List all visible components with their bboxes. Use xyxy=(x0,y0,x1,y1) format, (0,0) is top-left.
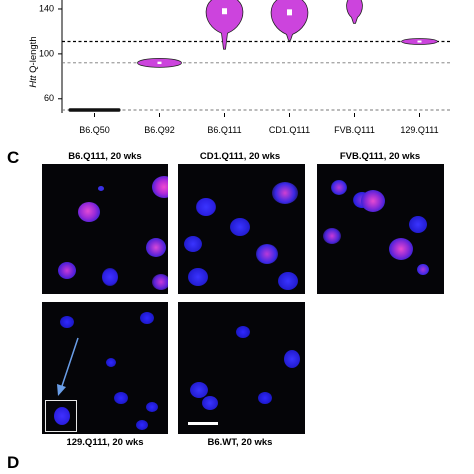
nucleus-cell xyxy=(196,198,216,216)
nucleus-cell xyxy=(136,420,148,430)
y-tick-label: 60 xyxy=(44,93,54,103)
nucleus-cell xyxy=(258,392,272,404)
nucleus-cell xyxy=(114,392,128,404)
nucleus-cell xyxy=(236,326,250,338)
violin-shape xyxy=(68,108,121,112)
violin-series xyxy=(68,0,438,112)
nucleus-cell xyxy=(58,262,76,279)
violin xyxy=(401,38,438,45)
y-tick-label: 140 xyxy=(39,3,54,13)
nucleus-cell xyxy=(106,358,116,367)
image-title-fvb-q111: FVB.Q111, 20 wks xyxy=(339,151,421,162)
nucleus-cell xyxy=(256,244,278,264)
micrograph-129-q111 xyxy=(42,302,168,434)
nucleus-cell xyxy=(389,238,413,260)
image-title-b6-wt: B6.WT, 20 wks xyxy=(207,437,273,448)
x-tick-label: FVB.Q111 xyxy=(334,125,375,135)
micrograph-fvb-q111 xyxy=(317,164,444,294)
y-axis-label: Htt Q-length xyxy=(28,36,39,87)
zoom-inset xyxy=(45,400,77,432)
nucleus-cell xyxy=(152,274,168,290)
y-tick-labels: 60 100 140 xyxy=(39,3,54,103)
violin-chart: B6.Q50 B6.Q92 B6.Q111 CD1.Q111 FVB.Q111 129.Q… xyxy=(28,0,452,135)
arrow-icon xyxy=(57,337,79,396)
y-axis-label-italic: Htt xyxy=(28,75,39,88)
x-tick-labels: B6.Q50 B6.Q92 B6.Q111 CD1.Q111 FVB.Q111 129.Q… xyxy=(79,125,438,135)
violin xyxy=(137,57,182,68)
y-axis-label-rest: Q-length xyxy=(28,36,39,75)
panel-c-label: C xyxy=(7,148,20,167)
nucleus-cell xyxy=(188,268,208,286)
nucleus-cell xyxy=(361,190,385,212)
violin-shape xyxy=(346,0,363,24)
nucleus-cell xyxy=(202,396,218,410)
median-marker xyxy=(417,40,422,43)
violin-shape xyxy=(205,0,244,50)
median-marker xyxy=(287,9,292,16)
x-tick-label: CD1.Q111 xyxy=(269,125,310,135)
nucleus-cell xyxy=(140,312,154,324)
nucleus-cell xyxy=(78,202,100,222)
nucleus-cell xyxy=(417,264,429,275)
median-marker xyxy=(222,8,227,15)
scale-bar xyxy=(188,422,218,425)
nucleus-cell xyxy=(409,216,427,233)
y-tick-label: 100 xyxy=(39,48,54,58)
nucleus-cell xyxy=(152,176,168,198)
image-title-129-q111: 129.Q111, 20 wks xyxy=(66,437,144,448)
micrograph-cd1-q111 xyxy=(178,164,305,294)
panel-d-label: D xyxy=(7,453,20,472)
violin xyxy=(68,108,121,112)
chart-axes xyxy=(58,0,420,117)
nucleus-cell xyxy=(190,382,208,398)
x-tick-label: B6.Q50 xyxy=(79,125,110,135)
image-title-b6-q111: B6.Q111, 20 wks xyxy=(68,151,142,162)
violin xyxy=(270,0,309,41)
micrograph-b6-q111 xyxy=(42,164,168,294)
nucleus-cell xyxy=(54,407,70,425)
micrograph-b6-wt xyxy=(178,302,305,434)
violin-shape xyxy=(270,0,309,41)
nucleus-cell xyxy=(284,350,300,368)
nucleus-cell xyxy=(272,182,298,204)
violin xyxy=(205,0,244,50)
nucleus-cell xyxy=(278,272,298,290)
nucleus-cell xyxy=(60,316,74,328)
nucleus-cell xyxy=(146,402,158,412)
nucleus-cell xyxy=(98,186,104,191)
median-marker xyxy=(157,61,162,65)
violin xyxy=(346,0,363,24)
nucleus-cell xyxy=(146,238,166,257)
x-tick-label: 129.Q111 xyxy=(400,125,438,135)
nucleus-cell xyxy=(323,228,341,244)
nucleus-cell xyxy=(230,218,250,236)
image-title-cd1-q111: CD1.Q111, 20 wks xyxy=(199,151,281,162)
nucleus-cell xyxy=(184,236,202,252)
nucleus-cell xyxy=(331,180,347,195)
x-tick-label: B6.Q111 xyxy=(207,125,241,135)
nucleus-cell xyxy=(102,268,118,286)
x-tick-label: B6.Q92 xyxy=(144,125,175,135)
reference-lines xyxy=(62,40,452,111)
